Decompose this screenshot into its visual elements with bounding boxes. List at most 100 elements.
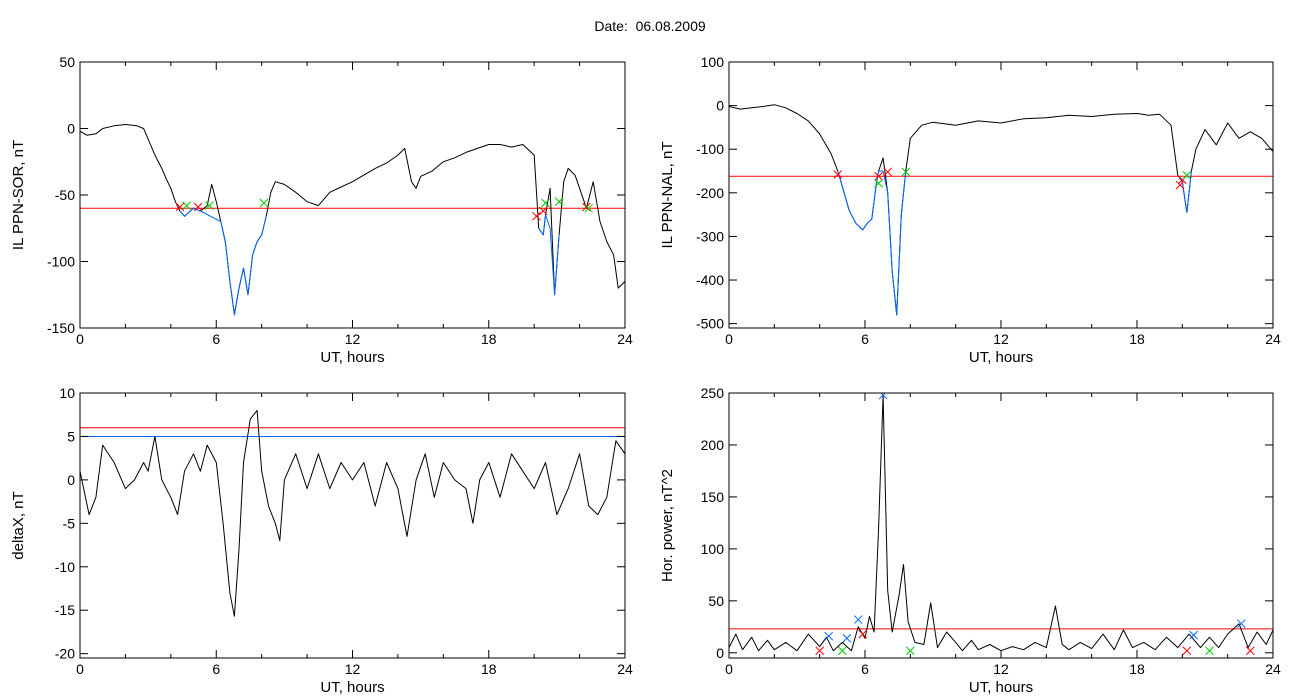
plot-frame <box>79 392 626 659</box>
event-marker <box>532 211 541 221</box>
data-series-0 <box>80 409 625 617</box>
x-tick-label: 6 <box>212 661 220 677</box>
event-marker-stroke-b <box>582 202 591 212</box>
event-marker-stroke-b <box>259 198 269 208</box>
y-tick-label: -500 <box>696 316 724 332</box>
event-marker <box>815 646 825 656</box>
x-tick-label: 18 <box>481 661 497 677</box>
y-tick-label: 100 <box>701 54 725 70</box>
x-tick-label: 24 <box>1265 661 1281 677</box>
y-axis-label: IL PPN-SOR, nT <box>10 140 27 250</box>
event-marker <box>874 178 883 188</box>
x-tick-label: 24 <box>617 661 633 677</box>
event-marker <box>538 206 548 216</box>
chart-panel-deltax: 0 6 12 18 24 10 5 0 -5 -10 -15 -20 UT, hours deltaX, … <box>10 385 633 696</box>
x-tick-label: 0 <box>76 661 84 677</box>
event-marker-stroke-b <box>554 197 564 207</box>
event-marker-stroke-b <box>584 203 594 213</box>
x-tick-label: 18 <box>1129 661 1145 677</box>
event-marker-stroke-b <box>874 178 883 188</box>
y-tick-label: 200 <box>701 437 725 453</box>
y-tick-label: -300 <box>696 228 724 244</box>
event-marker <box>554 197 564 207</box>
event-marker <box>878 393 888 400</box>
event-marker <box>205 201 214 210</box>
event-marker <box>1205 646 1214 656</box>
data-series-0 <box>80 124 625 316</box>
event-marker <box>1189 630 1199 640</box>
event-marker <box>584 203 594 213</box>
data-series-1 <box>179 207 267 316</box>
event-marker-stroke-b <box>905 646 915 656</box>
data-series-1 <box>837 170 907 316</box>
y-tick-label: 0 <box>67 121 75 137</box>
event-marker <box>582 202 591 212</box>
plot-frame <box>728 392 1274 659</box>
event-marker <box>901 167 911 177</box>
y-tick-label: 100 <box>701 541 725 557</box>
event-marker-stroke-b <box>874 171 883 181</box>
y-tick-label: -100 <box>47 254 75 270</box>
x-axis-label: UT, hours <box>969 679 1033 696</box>
y-tick-label: 0 <box>716 645 724 661</box>
x-tick-label: 24 <box>1265 331 1281 347</box>
x-tick-label: 0 <box>725 661 733 677</box>
data-series-0 <box>729 104 1273 316</box>
event-marker <box>837 646 847 656</box>
event-marker <box>853 615 863 624</box>
x-axis-label: UT, hours <box>320 349 384 366</box>
event-marker-stroke-b <box>853 615 863 624</box>
event-marker <box>883 167 893 177</box>
event-marker-stroke-b <box>175 202 185 212</box>
y-tick-label: 5 <box>67 428 75 444</box>
event-marker-stroke-b <box>815 646 825 656</box>
data-series-2 <box>538 214 560 296</box>
x-tick-label: 18 <box>481 331 497 347</box>
event-marker-stroke-b <box>901 167 911 177</box>
event-marker-stroke-b <box>1245 646 1255 656</box>
x-tick-label: 6 <box>212 331 220 347</box>
event-marker-stroke-b <box>858 629 868 639</box>
data-series-2 <box>1177 170 1192 213</box>
x-tick-label: 0 <box>725 331 733 347</box>
event-marker <box>541 198 550 208</box>
event-marker-stroke-b <box>837 646 847 656</box>
y-tick-label: 50 <box>708 593 724 609</box>
event-marker-stroke-b <box>1182 646 1192 656</box>
event-marker <box>842 633 852 643</box>
y-tick-label: -200 <box>696 185 724 201</box>
y-tick-label: 10 <box>59 385 75 401</box>
y-tick-label: -50 <box>55 187 75 203</box>
event-marker-stroke-b <box>1205 646 1214 656</box>
x-tick-label: 0 <box>76 331 84 347</box>
x-tick-label: 6 <box>861 331 869 347</box>
event-marker-stroke-b <box>182 201 192 210</box>
event-marker-stroke-b <box>1182 171 1192 180</box>
chart-panel-hor-power: 0 6 12 18 24 250 200 150 100 50 0 UT, hours Hor. pow… <box>659 385 1281 696</box>
event-marker <box>193 202 203 212</box>
event-marker <box>833 170 843 179</box>
event-marker-stroke-b <box>193 202 203 212</box>
y-axis-label: deltaX, nT <box>10 491 27 559</box>
event-marker-stroke-b <box>1189 630 1199 640</box>
y-axis-label: IL PPN-NAL, nT <box>659 142 676 249</box>
event-marker-stroke-b <box>1175 180 1185 190</box>
y-tick-label: -100 <box>696 141 724 157</box>
event-marker <box>858 629 868 639</box>
event-marker-stroke-b <box>883 167 893 177</box>
event-marker-stroke-b <box>532 211 541 221</box>
plot-frame <box>728 61 1274 329</box>
title-date: 06.08.2009 <box>635 18 706 34</box>
event-marker <box>824 631 834 641</box>
chart-panel-il-nal: 0 6 12 18 24 100 0 -100 -200 -300 -400 -500 UT, hour… <box>659 54 1281 366</box>
data-series-0 <box>729 394 1273 652</box>
title-label: Date: <box>594 18 628 34</box>
event-marker-stroke-b <box>541 198 550 208</box>
event-marker <box>1182 171 1192 180</box>
event-marker <box>874 171 883 181</box>
event-marker-stroke-b <box>878 393 886 400</box>
x-tick-label: 12 <box>993 331 1009 347</box>
y-tick-label: 0 <box>67 472 75 488</box>
y-tick-label: -15 <box>55 602 75 618</box>
